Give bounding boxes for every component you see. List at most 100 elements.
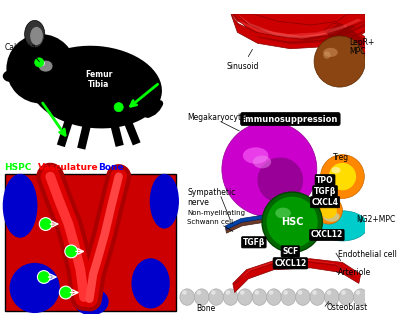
Text: MPC: MPC — [349, 47, 365, 56]
Ellipse shape — [10, 263, 60, 313]
Text: Vasculature: Vasculature — [38, 163, 99, 172]
Ellipse shape — [296, 289, 310, 305]
Polygon shape — [233, 14, 365, 46]
Ellipse shape — [25, 20, 45, 48]
Text: TGFβ: TGFβ — [243, 238, 265, 247]
Ellipse shape — [332, 167, 340, 173]
Polygon shape — [226, 213, 290, 230]
Text: Treg: Treg — [333, 153, 349, 162]
Text: Bone: Bone — [196, 304, 216, 314]
Ellipse shape — [253, 156, 271, 168]
Ellipse shape — [353, 289, 368, 305]
Text: HSPC: HSPC — [4, 163, 32, 172]
Ellipse shape — [317, 211, 368, 241]
Text: LepR+: LepR+ — [349, 38, 374, 47]
Polygon shape — [233, 259, 361, 292]
Text: NG2+MPC: NG2+MPC — [356, 215, 395, 224]
Ellipse shape — [211, 290, 216, 295]
Text: TGFβ: TGFβ — [314, 187, 336, 196]
Ellipse shape — [356, 290, 360, 295]
Ellipse shape — [30, 46, 162, 128]
Text: Sinusoid: Sinusoid — [226, 49, 259, 71]
Ellipse shape — [132, 258, 170, 309]
Polygon shape — [183, 14, 365, 315]
Circle shape — [329, 163, 356, 190]
Circle shape — [38, 271, 50, 283]
Circle shape — [39, 61, 45, 66]
Ellipse shape — [243, 147, 268, 164]
Ellipse shape — [339, 289, 354, 305]
Ellipse shape — [194, 289, 209, 305]
Polygon shape — [326, 24, 363, 71]
Polygon shape — [226, 215, 290, 233]
Ellipse shape — [327, 290, 331, 295]
Polygon shape — [235, 262, 354, 284]
Polygon shape — [234, 14, 365, 44]
Ellipse shape — [312, 290, 317, 295]
Ellipse shape — [3, 174, 38, 238]
Ellipse shape — [38, 60, 53, 72]
Ellipse shape — [150, 174, 179, 229]
Ellipse shape — [3, 70, 19, 82]
Circle shape — [314, 36, 365, 87]
Ellipse shape — [275, 208, 291, 218]
Circle shape — [114, 103, 123, 112]
Text: Femur
Tibia: Femur Tibia — [85, 70, 112, 89]
Ellipse shape — [226, 290, 230, 295]
Polygon shape — [236, 16, 362, 38]
Text: Osteoblast: Osteoblast — [327, 303, 368, 312]
Ellipse shape — [281, 289, 296, 305]
Ellipse shape — [310, 289, 324, 305]
Ellipse shape — [197, 290, 201, 295]
Text: Schwann cell: Schwann cell — [187, 219, 233, 225]
Circle shape — [39, 218, 52, 230]
Ellipse shape — [283, 290, 288, 295]
Ellipse shape — [269, 290, 274, 295]
Ellipse shape — [252, 289, 267, 305]
Ellipse shape — [180, 289, 194, 305]
Text: HSC: HSC — [281, 217, 304, 227]
Circle shape — [35, 58, 44, 67]
Polygon shape — [237, 260, 351, 282]
Text: Arteriole: Arteriole — [338, 268, 371, 277]
Ellipse shape — [298, 290, 302, 295]
Circle shape — [315, 197, 342, 224]
Ellipse shape — [323, 48, 338, 57]
Ellipse shape — [209, 289, 223, 305]
Polygon shape — [237, 14, 347, 39]
Ellipse shape — [323, 212, 340, 222]
Circle shape — [320, 155, 364, 198]
Text: CXCL12: CXCL12 — [274, 259, 306, 268]
Text: Immunosuppression: Immunosuppression — [243, 114, 338, 123]
Circle shape — [65, 245, 78, 258]
Text: TPO: TPO — [316, 176, 334, 185]
Ellipse shape — [324, 289, 339, 305]
Circle shape — [323, 51, 330, 59]
Ellipse shape — [267, 289, 281, 305]
Text: CXCL4: CXCL4 — [312, 198, 338, 207]
Text: Non-myelinating: Non-myelinating — [187, 210, 245, 216]
Circle shape — [6, 34, 76, 104]
Circle shape — [267, 197, 318, 248]
Polygon shape — [231, 14, 365, 49]
Ellipse shape — [223, 289, 238, 305]
Circle shape — [320, 202, 337, 218]
Text: SCF: SCF — [282, 247, 298, 256]
Text: nerve: nerve — [187, 197, 209, 207]
Circle shape — [258, 157, 303, 203]
Polygon shape — [324, 23, 365, 73]
Ellipse shape — [240, 290, 244, 295]
Ellipse shape — [30, 27, 43, 45]
Text: Calvaria: Calvaria — [4, 43, 36, 52]
Polygon shape — [231, 14, 365, 36]
Text: Megakaryocyte: Megakaryocyte — [187, 113, 246, 122]
Text: Sympathetic: Sympathetic — [187, 188, 236, 196]
Ellipse shape — [182, 290, 187, 295]
Ellipse shape — [238, 289, 252, 305]
Ellipse shape — [254, 290, 259, 295]
Polygon shape — [236, 14, 356, 40]
Circle shape — [262, 192, 322, 252]
Circle shape — [59, 286, 72, 299]
Circle shape — [222, 122, 317, 217]
FancyBboxPatch shape — [4, 174, 176, 311]
